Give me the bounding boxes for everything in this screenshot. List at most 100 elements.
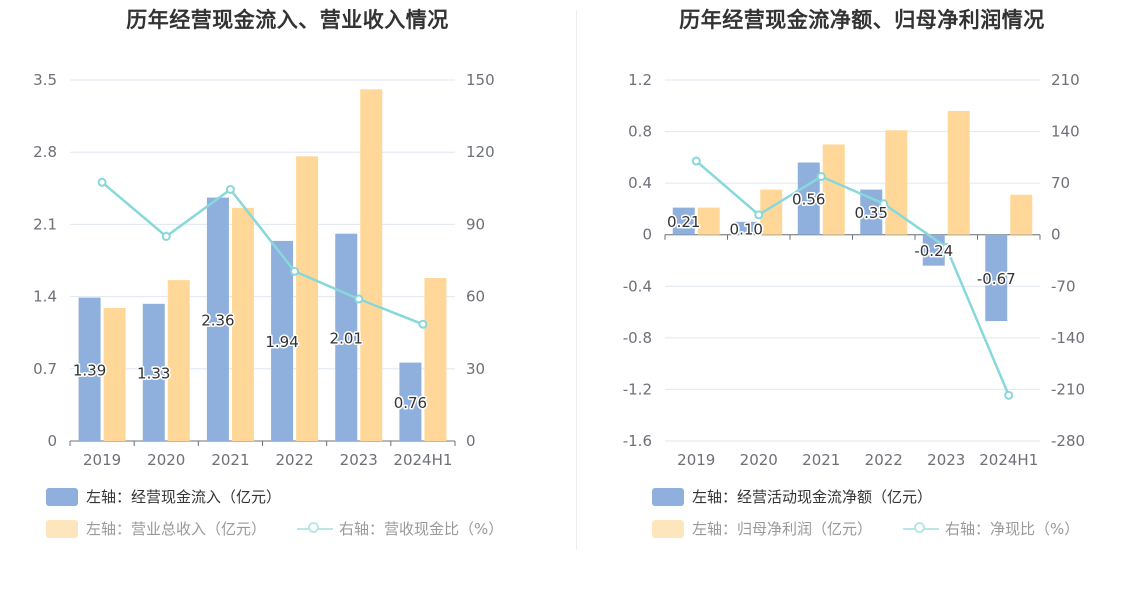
- bar-data-label: 0.56: [792, 191, 825, 209]
- ratio-line: [101, 181, 424, 326]
- x-tick-label: 2019: [83, 451, 121, 469]
- bar-secondary: [697, 207, 720, 235]
- y-left-tick-label: 3.5: [33, 71, 57, 89]
- ratio-point: [225, 185, 235, 195]
- y-right-tick-label: 140: [1051, 123, 1080, 141]
- ratio-point: [1004, 390, 1014, 400]
- bar-primary: [672, 207, 695, 235]
- legend-line-marker-icon: [903, 520, 939, 538]
- legend-label: 左轴：营业总收入（亿元）: [86, 520, 267, 538]
- legend-item-net-profit[interactable]: 左轴：归母净利润（亿元）: [652, 518, 872, 539]
- bar-primary: [985, 234, 1008, 322]
- bar-data-label: 1.94: [265, 333, 298, 351]
- ratio-point: [97, 177, 107, 187]
- y-left-tick-label: 0.7: [33, 360, 57, 378]
- y-left-tick-label: 2.8: [33, 143, 57, 161]
- ratio-point: [879, 199, 889, 209]
- chart-panel-cashflow-revenue: 历年经营现金流入、营业收入情况 0 0.7 1.4 2.1 2.8 3.5 0 30 60 90 1…: [33, 8, 503, 539]
- y-right-tick-label: 70: [1051, 174, 1070, 192]
- y-left-tick-label: -0.8: [623, 329, 652, 347]
- y-right-tick-label: 30: [466, 360, 485, 378]
- y-left-tick-label: 1.2: [628, 71, 652, 89]
- y-left-tick-label: 0.4: [628, 174, 652, 192]
- y-right-tick-label: 0: [1051, 226, 1061, 244]
- bar-data-label: 0.21: [667, 213, 700, 231]
- ratio-point: [354, 294, 364, 304]
- legend-label: 左轴：经营活动现金流净额（亿元）: [692, 488, 933, 506]
- x-tick-label: 2020: [147, 451, 185, 469]
- legend-item-revenue-cash-ratio[interactable]: 右轴：营收现金比（%）: [297, 518, 503, 539]
- legend-item-operating-net-cash[interactable]: 左轴：经营活动现金流净额（亿元）: [652, 486, 932, 507]
- chart-panel-netcash-profit: 历年经营现金流净额、归母净利润情况 -1.6 -1.2 -0.8 -0.4 0 0.4 0.…: [577, 0, 1147, 589]
- legend-label: 左轴：归母净利润（亿元）: [692, 520, 873, 538]
- chart-plot-netcash-profit: -1.6 -1.2 -0.8 -0.4 0 0.4 0.8 1.2 -280 -210 -140 -7…: [623, 71, 1085, 469]
- y-left-tick-label: 0: [642, 226, 652, 244]
- ratio-point: [941, 242, 951, 252]
- bar-data-label: 2.36: [201, 311, 234, 329]
- x-tick-label: 2021: [802, 451, 840, 469]
- ratio-point: [290, 266, 300, 276]
- x-tick-label: 2024H1: [979, 451, 1038, 469]
- y-left-tick-label: -0.4: [623, 277, 652, 295]
- chart-title: 历年经营现金流净额、归母净利润情况: [679, 8, 1045, 32]
- bar-secondary: [822, 144, 845, 235]
- legend-swatch-bar-icon: [46, 519, 78, 538]
- bar-secondary: [760, 189, 783, 235]
- bar-primary: [399, 362, 422, 441]
- legend-item-cash-inflow[interactable]: 左轴：经营现金流入（亿元）: [46, 486, 281, 507]
- legend-label: 右轴：净现比（%）: [945, 520, 1080, 538]
- y-left-tick-label: 2.1: [33, 215, 57, 233]
- y-left-tick-label: -1.6: [623, 432, 652, 450]
- y-left-tick-label: 0.8: [628, 123, 652, 141]
- y-left-tick-label: 0: [47, 432, 57, 450]
- bar-secondary: [1010, 194, 1033, 235]
- bar-data-label: 0.76: [394, 394, 427, 412]
- legend-label: 左轴：经营现金流入（亿元）: [86, 488, 282, 506]
- bar-data-label: 0.35: [855, 204, 888, 222]
- bar-data-label: 0.10: [730, 220, 763, 238]
- bar-primary: [142, 303, 165, 441]
- bar-primary: [271, 240, 294, 441]
- bar-data-label: -0.24: [914, 242, 953, 260]
- legend-swatch-bar-icon: [652, 519, 684, 538]
- bar-secondary: [296, 156, 319, 441]
- bar-secondary: [103, 307, 126, 441]
- legend-item-net-cash-ratio[interactable]: 右轴：净现比（%）: [903, 518, 1079, 539]
- legend-line-marker-icon: [297, 520, 333, 538]
- ratio-point: [691, 156, 701, 166]
- bar-primary: [335, 233, 358, 441]
- legend-item-revenue[interactable]: 左轴：营业总收入（亿元）: [46, 518, 266, 539]
- x-tick-label: 2023: [340, 451, 378, 469]
- y-right-tick-label: 90: [466, 215, 485, 233]
- chart-plot-cashflow-revenue: 0 0.7 1.4 2.1 2.8 3.5 0 30 60 90 120 150 2019 2020 202…: [33, 71, 495, 469]
- bar-secondary: [424, 278, 447, 441]
- bar-secondary: [167, 280, 190, 441]
- chart-title: 历年经营现金流入、营业收入情况: [126, 8, 449, 32]
- panel-divider: [576, 10, 577, 550]
- legend-label: 右轴：营收现金比（%）: [339, 520, 504, 538]
- y-right-tick-label: -280: [1051, 432, 1085, 450]
- legend-swatch-bar-icon: [652, 487, 684, 506]
- bar-data-label: -0.67: [977, 270, 1016, 288]
- y-left-tick-label: -1.2: [623, 380, 652, 398]
- x-tick-label: 2019: [677, 451, 715, 469]
- bar-data-label: 2.01: [330, 329, 363, 347]
- bar-primary: [735, 221, 758, 235]
- y-right-tick-label: 0: [466, 432, 476, 450]
- ratio-point: [754, 210, 764, 220]
- y-left-tick-label: 1.4: [33, 288, 57, 306]
- ratio-point: [161, 231, 171, 241]
- bar-secondary: [231, 207, 254, 441]
- bar-secondary: [360, 89, 383, 441]
- ratio-line: [695, 160, 1010, 396]
- ratio-point: [816, 172, 826, 182]
- ratio-point: [418, 319, 428, 329]
- x-tick-label: 2022: [865, 451, 903, 469]
- bar-primary: [206, 197, 229, 441]
- y-right-tick-label: 120: [466, 143, 495, 161]
- y-right-tick-label: 210: [1051, 71, 1080, 89]
- x-tick-label: 2020: [740, 451, 778, 469]
- y-right-tick-label: 60: [466, 288, 485, 306]
- x-tick-label: 2021: [211, 451, 249, 469]
- bar-secondary: [947, 110, 970, 235]
